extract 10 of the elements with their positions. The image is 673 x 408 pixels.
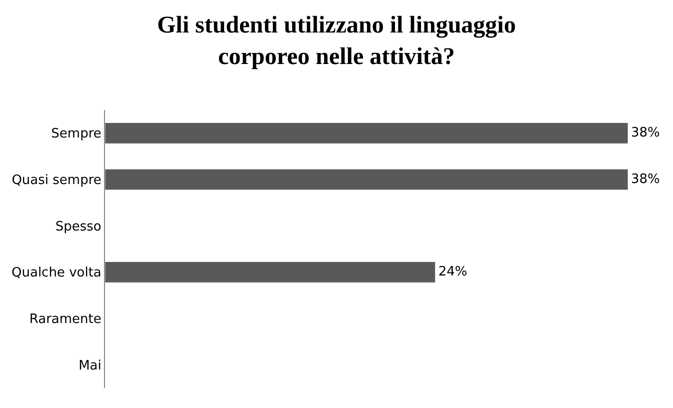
y-tick-label: Sempre [51, 126, 102, 142]
data-label: 38% [631, 126, 660, 141]
y-tick-label: Quasi sempre [12, 173, 102, 188]
data-label: 38% [631, 172, 660, 188]
y-tick-label: Qualche volta [12, 266, 102, 281]
y-tick-label: Raramente [29, 312, 102, 328]
data-label: 24% [438, 264, 468, 280]
y-tick-label: Mai [78, 358, 102, 374]
chart-title: Gli studenti utilizzano il linguaggio corporeo nelle attività? [157, 12, 516, 70]
y-tick-label: Spesso [55, 219, 102, 234]
